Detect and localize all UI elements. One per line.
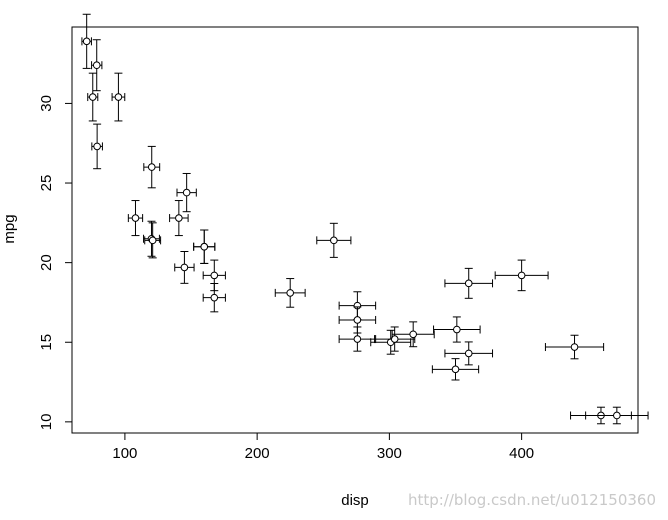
data-point — [87, 72, 99, 122]
data-point — [544, 334, 605, 360]
data-point — [431, 358, 480, 381]
point-marker — [451, 365, 460, 374]
point-marker — [210, 293, 219, 302]
y-tick-label: 10 — [38, 414, 55, 431]
data-point — [391, 321, 435, 348]
plot-frame — [71, 26, 639, 434]
point-marker — [464, 279, 473, 288]
x-axis-label: disp — [341, 492, 369, 509]
x-tick-label: 100 — [112, 445, 137, 462]
data-point — [433, 316, 481, 343]
x-tick-label: 300 — [377, 445, 402, 462]
y-axis: 10 15 20 25 30 — [38, 95, 73, 431]
point-marker — [131, 214, 140, 222]
data-point — [176, 172, 197, 213]
data-point — [202, 282, 226, 313]
y-axis-label: mpg — [1, 214, 18, 243]
data-point — [127, 200, 144, 237]
point-marker — [88, 93, 97, 101]
point-marker — [93, 142, 101, 151]
point-marker — [148, 236, 157, 245]
x-tick-label: 200 — [245, 445, 270, 462]
data-point — [111, 72, 126, 122]
y-tick-label: 15 — [38, 334, 55, 351]
point-marker — [114, 93, 123, 101]
data-point — [193, 229, 216, 264]
x-tick-label: 400 — [509, 445, 534, 462]
point-marker — [517, 271, 526, 280]
point-marker — [409, 330, 417, 339]
point-marker — [353, 335, 362, 343]
data-point — [169, 200, 189, 237]
point-marker — [390, 335, 399, 343]
x-axis: 100 200 300 400 — [112, 432, 534, 462]
data-point — [494, 259, 549, 292]
data-points — [81, 13, 649, 425]
data-point — [444, 341, 494, 366]
point-marker — [175, 214, 183, 222]
data-point — [143, 145, 161, 189]
point-marker — [330, 236, 338, 245]
point-marker — [200, 242, 209, 251]
y-tick-label: 25 — [38, 175, 55, 192]
y-tick-label: 20 — [38, 254, 55, 271]
data-point — [374, 326, 416, 352]
data-point — [274, 278, 306, 308]
point-marker — [353, 316, 362, 324]
data-point — [91, 39, 103, 92]
data-point — [338, 326, 377, 352]
data-point — [316, 222, 352, 258]
y-tick-label: 30 — [38, 95, 55, 112]
point-marker — [464, 349, 473, 358]
data-point — [91, 123, 103, 170]
data-point — [585, 406, 649, 425]
data-point — [81, 13, 92, 69]
point-marker — [82, 37, 91, 46]
data-point — [444, 267, 494, 299]
point-marker — [147, 163, 156, 171]
watermark: http://blog.csdn.net/u012150360 — [408, 491, 656, 509]
point-marker — [182, 188, 191, 197]
data-point — [174, 250, 195, 284]
point-marker — [210, 271, 219, 280]
data-point — [144, 222, 162, 259]
point-marker — [453, 325, 461, 334]
point-marker — [570, 343, 579, 351]
point-marker — [613, 411, 621, 420]
point-marker — [286, 289, 295, 297]
point-marker — [180, 263, 189, 272]
point-marker — [92, 61, 101, 70]
data-point — [370, 329, 412, 355]
